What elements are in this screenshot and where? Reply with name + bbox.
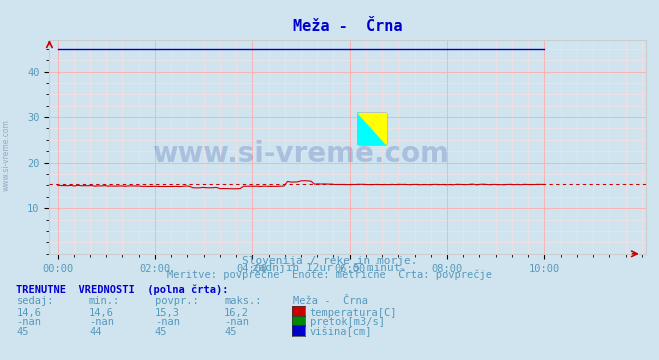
Text: -nan: -nan bbox=[224, 317, 249, 327]
Text: 45: 45 bbox=[155, 327, 167, 337]
Text: TRENUTNE  VREDNOSTI  (polna črta):: TRENUTNE VREDNOSTI (polna črta): bbox=[16, 285, 229, 296]
Title: Meža -  Črna: Meža - Črna bbox=[293, 19, 403, 34]
Text: Meža -  Črna: Meža - Črna bbox=[293, 296, 368, 306]
Text: 15,3: 15,3 bbox=[155, 308, 180, 318]
Text: www.si-vreme.com: www.si-vreme.com bbox=[152, 140, 449, 167]
Text: 45: 45 bbox=[16, 327, 29, 337]
Text: maks.:: maks.: bbox=[224, 296, 262, 306]
Text: 14,6: 14,6 bbox=[89, 308, 114, 318]
Text: Meritve: povprečne  Enote: metrične  Črta: povprečje: Meritve: povprečne Enote: metrične Črta:… bbox=[167, 268, 492, 280]
Text: pretok[m3/s]: pretok[m3/s] bbox=[310, 317, 385, 327]
Text: www.si-vreme.com: www.si-vreme.com bbox=[2, 119, 11, 191]
Bar bbox=[358, 113, 386, 144]
Text: 16,2: 16,2 bbox=[224, 308, 249, 318]
Text: povpr.:: povpr.: bbox=[155, 296, 198, 306]
Text: 45: 45 bbox=[224, 327, 237, 337]
Text: -nan: -nan bbox=[155, 317, 180, 327]
Text: višina[cm]: višina[cm] bbox=[310, 327, 372, 337]
Text: sedaj:: sedaj: bbox=[16, 296, 54, 306]
Polygon shape bbox=[358, 113, 386, 144]
Text: -nan: -nan bbox=[89, 317, 114, 327]
Text: zadnjih 12ur / 5 minut.: zadnjih 12ur / 5 minut. bbox=[252, 263, 407, 273]
Polygon shape bbox=[358, 113, 386, 144]
Text: Slovenija / reke in morje.: Slovenija / reke in morje. bbox=[242, 256, 417, 266]
Text: 14,6: 14,6 bbox=[16, 308, 42, 318]
Text: -nan: -nan bbox=[16, 317, 42, 327]
Text: 44: 44 bbox=[89, 327, 101, 337]
Text: min.:: min.: bbox=[89, 296, 120, 306]
Text: temperatura[C]: temperatura[C] bbox=[310, 308, 397, 318]
